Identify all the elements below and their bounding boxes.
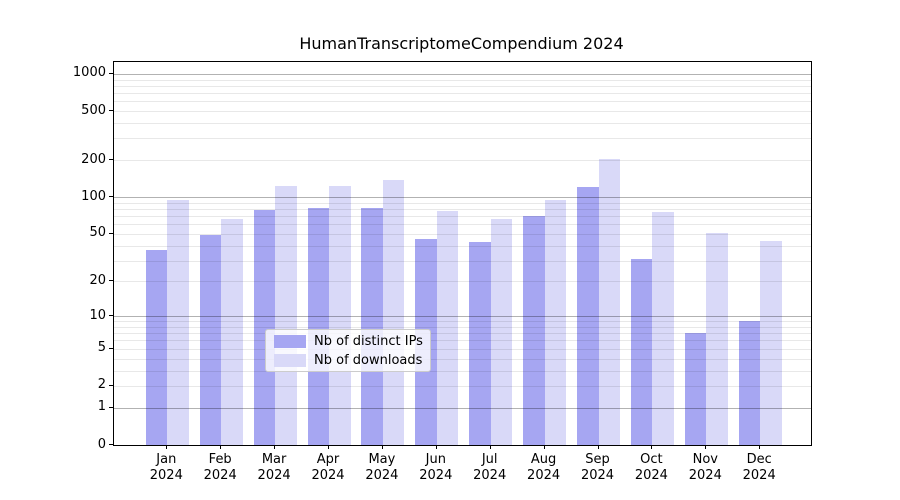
y-tick-label: 5 bbox=[97, 340, 106, 356]
x-tick-mark bbox=[759, 445, 761, 449]
x-tick-label: Jan 2024 bbox=[149, 452, 183, 483]
y-gridline-minor bbox=[114, 101, 811, 103]
x-tick-label: Sep 2024 bbox=[580, 452, 615, 483]
legend-label-distinct-ips: Nb of distinct IPs bbox=[314, 333, 423, 349]
bar-downloads bbox=[275, 185, 297, 445]
x-tick-mark bbox=[328, 445, 329, 449]
x-tick-label: Jun 2024 bbox=[419, 452, 453, 483]
x-tick-label: Mar 2024 bbox=[257, 452, 291, 483]
bar-distinct-ips bbox=[145, 249, 168, 445]
y-tick-label: 1 bbox=[97, 399, 106, 415]
y-tick-mark bbox=[109, 110, 113, 112]
x-tick-label: Jul 2024 bbox=[473, 452, 507, 483]
y-tick-label: 200 bbox=[81, 151, 106, 167]
y-gridline-major bbox=[114, 73, 811, 75]
y-tick-mark bbox=[109, 444, 113, 445]
x-tick-mark bbox=[597, 445, 599, 449]
legend: Nb of distinct IPs Nb of downloads bbox=[265, 329, 431, 372]
legend-label-downloads: Nb of downloads bbox=[314, 352, 423, 368]
bar-distinct-ips bbox=[361, 208, 383, 445]
bar-downloads bbox=[544, 200, 567, 445]
y-tick-mark bbox=[109, 384, 113, 386]
legend-entry-downloads: Nb of downloads bbox=[274, 353, 422, 368]
y-tick-mark bbox=[109, 315, 113, 317]
bar-downloads bbox=[382, 179, 405, 445]
y-gridline-minor bbox=[114, 138, 811, 140]
bar-distinct-ips bbox=[199, 234, 222, 445]
bar-distinct-ips bbox=[577, 186, 599, 445]
bar-downloads bbox=[436, 211, 459, 445]
x-tick-mark bbox=[220, 445, 222, 449]
bar-downloads bbox=[598, 158, 620, 445]
x-tick-mark bbox=[381, 445, 383, 449]
bar-downloads bbox=[329, 185, 351, 445]
y-gridline-minor bbox=[114, 160, 811, 162]
x-tick-mark bbox=[274, 445, 276, 449]
y-gridline-minor bbox=[114, 123, 811, 125]
x-tick-mark bbox=[166, 445, 168, 449]
bar-downloads bbox=[706, 232, 728, 445]
y-gridline-minor bbox=[114, 208, 811, 210]
x-tick-label: Feb 2024 bbox=[203, 452, 237, 483]
x-tick-mark bbox=[543, 445, 545, 449]
y-tick-label: 0 bbox=[97, 436, 106, 452]
y-tick-label: 50 bbox=[89, 225, 106, 241]
bar-distinct-ips bbox=[523, 216, 545, 445]
y-tick-label: 2 bbox=[97, 377, 106, 393]
y-tick-mark bbox=[109, 347, 113, 349]
y-tick-mark bbox=[109, 406, 113, 408]
bar-distinct-ips bbox=[253, 209, 276, 445]
x-tick-label: Oct 2024 bbox=[634, 452, 668, 483]
y-tick-mark bbox=[109, 280, 113, 282]
x-tick-label: May 2024 bbox=[365, 452, 399, 483]
y-tick-label: 20 bbox=[89, 272, 106, 288]
y-tick-mark bbox=[109, 196, 113, 198]
bar-distinct-ips bbox=[684, 333, 707, 445]
x-tick-label: Apr 2024 bbox=[311, 452, 345, 483]
x-tick-mark bbox=[489, 445, 491, 449]
bar-downloads bbox=[490, 219, 513, 445]
x-tick-label: Nov 2024 bbox=[688, 452, 722, 483]
y-tick-label: 10 bbox=[89, 307, 106, 323]
x-tick-mark bbox=[705, 445, 707, 449]
x-tick-label: Dec 2024 bbox=[742, 452, 776, 483]
legend-swatch-downloads bbox=[274, 353, 306, 367]
chart-title: HumanTranscriptomeCompendium 2024 bbox=[299, 34, 624, 53]
y-gridline-minor bbox=[114, 202, 811, 204]
y-gridline-major bbox=[114, 197, 811, 199]
y-gridline-minor bbox=[114, 216, 811, 218]
y-tick-mark bbox=[109, 232, 113, 234]
y-tick-label: 1000 bbox=[72, 65, 106, 81]
bar-downloads bbox=[221, 219, 243, 445]
legend-entry-distinct-ips: Nb of distinct IPs bbox=[274, 333, 423, 349]
bar-distinct-ips bbox=[738, 321, 761, 445]
bar-distinct-ips bbox=[469, 241, 491, 445]
y-tick-mark bbox=[109, 159, 113, 161]
y-tick-mark bbox=[109, 72, 113, 74]
bar-downloads bbox=[652, 212, 674, 445]
bar-downloads bbox=[167, 200, 189, 445]
x-tick-mark bbox=[651, 445, 653, 449]
x-tick-label: Aug 2024 bbox=[527, 452, 561, 483]
y-gridline-minor bbox=[114, 111, 811, 113]
plot-area bbox=[113, 61, 812, 446]
y-tick-label: 100 bbox=[81, 188, 106, 204]
legend-swatch-distinct-ips bbox=[274, 334, 306, 348]
y-gridline-minor bbox=[114, 224, 811, 226]
y-tick-label: 500 bbox=[81, 102, 106, 118]
y-gridline-minor bbox=[114, 85, 811, 87]
y-gridline-minor bbox=[114, 79, 811, 81]
bar-distinct-ips bbox=[307, 208, 329, 445]
y-gridline-minor bbox=[114, 93, 811, 95]
bar-downloads bbox=[760, 240, 782, 445]
bar-distinct-ips bbox=[630, 258, 653, 445]
x-tick-mark bbox=[435, 445, 437, 449]
